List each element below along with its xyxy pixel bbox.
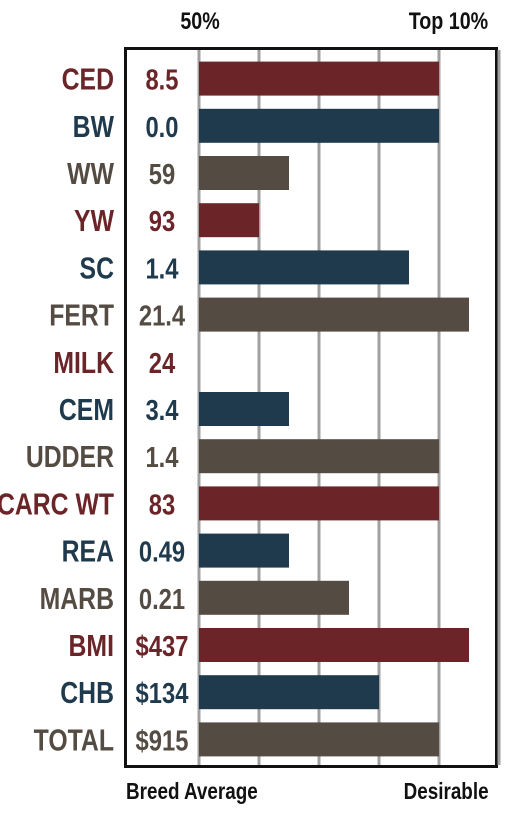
bar	[199, 628, 469, 662]
category-label: TOTAL	[34, 723, 114, 757]
bar	[199, 203, 259, 238]
value-label: 93	[149, 205, 175, 238]
bar	[199, 675, 379, 710]
bottom-left-label: Breed Average	[126, 778, 258, 804]
category-label: MARB	[40, 581, 114, 615]
category-label: REA	[62, 534, 114, 568]
value-label: $915	[136, 724, 189, 757]
category-label: BMI	[69, 628, 114, 662]
bar	[199, 439, 439, 474]
category-label: YW	[74, 204, 114, 238]
bar	[199, 108, 439, 143]
value-label: $134	[136, 677, 189, 710]
category-label: CHB	[60, 676, 114, 710]
bar	[199, 297, 469, 332]
category-label: WW	[67, 156, 114, 190]
bar	[199, 722, 439, 757]
value-label: 0.21	[139, 583, 185, 616]
top-left-label: 50%	[180, 8, 220, 35]
category-label: CED	[62, 62, 114, 96]
top-right-label: Top 10%	[408, 8, 489, 35]
category-label: CEM	[59, 392, 114, 426]
value-label: 83	[149, 488, 175, 521]
category-label: CARC WT	[0, 487, 114, 521]
value-label: $437	[136, 630, 189, 663]
bar	[199, 533, 289, 568]
value-label: 59	[149, 158, 175, 191]
bar	[199, 250, 409, 285]
bar	[199, 580, 349, 615]
value-label: 1.4	[145, 252, 178, 285]
bar	[199, 61, 439, 96]
value-label: 8.5	[145, 63, 178, 96]
category-label: BW	[73, 109, 115, 143]
bar	[199, 156, 289, 190]
bar	[199, 392, 289, 426]
chart-frame	[124, 47, 498, 768]
value-label: 0.0	[145, 111, 178, 144]
value-label: 24	[149, 347, 176, 380]
category-label: FERT	[49, 298, 114, 332]
value-label: 3.4	[145, 394, 178, 427]
value-label: 0.49	[139, 535, 185, 568]
category-label: SC	[80, 251, 114, 285]
category-label: UDDER	[26, 440, 114, 474]
bottom-right-label: Desirable	[404, 778, 489, 804]
category-label: MILK	[53, 345, 114, 379]
value-label: 21.4	[139, 299, 185, 332]
value-label: 1.4	[145, 441, 178, 474]
bar	[199, 486, 439, 521]
